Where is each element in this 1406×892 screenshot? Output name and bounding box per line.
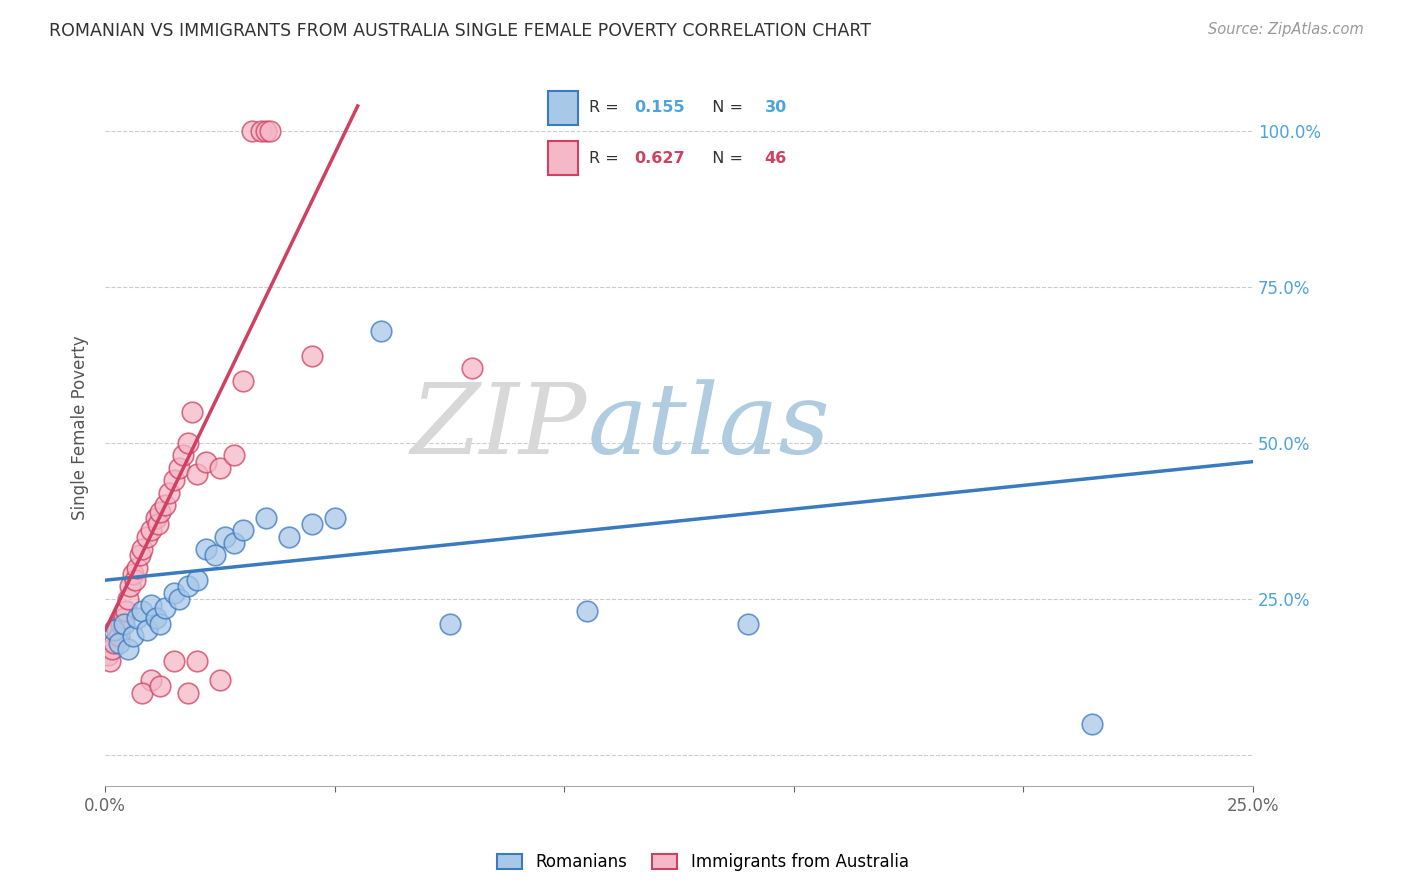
Point [232, 374, 254, 388]
Point [163, 654, 186, 668]
Point [204, 548, 226, 562]
Point [127, 610, 149, 624]
Point [108, 629, 131, 643]
Point [301, 517, 323, 532]
Point [737, 616, 759, 631]
Point [163, 474, 186, 488]
Point [139, 673, 162, 687]
Point [461, 361, 484, 376]
Y-axis label: Single Female Poverty: Single Female Poverty [72, 335, 89, 520]
Point [121, 566, 143, 581]
Point [208, 461, 231, 475]
Point [195, 541, 218, 556]
Point [439, 616, 461, 631]
Point [277, 529, 299, 543]
Point [167, 591, 190, 606]
Point [323, 511, 346, 525]
Point [120, 579, 142, 593]
Point [214, 529, 236, 543]
Point [186, 654, 208, 668]
Text: Source: ZipAtlas.com: Source: ZipAtlas.com [1208, 22, 1364, 37]
Point [149, 679, 172, 693]
Point [370, 324, 392, 338]
Point [186, 467, 208, 482]
Point [96, 648, 118, 662]
Point [139, 524, 162, 538]
Text: ZIP: ZIP [411, 380, 588, 475]
Point [105, 623, 128, 637]
Point [208, 673, 231, 687]
Point [127, 560, 149, 574]
Point [135, 529, 157, 543]
Point [149, 505, 172, 519]
Point [153, 499, 176, 513]
Point [195, 455, 218, 469]
Point [250, 124, 273, 138]
Point [163, 585, 186, 599]
Point [115, 604, 138, 618]
Point [167, 461, 190, 475]
Point [145, 511, 167, 525]
Point [117, 641, 139, 656]
Point [139, 598, 162, 612]
Text: atlas: atlas [588, 380, 830, 475]
Point [146, 517, 169, 532]
Point [1081, 716, 1104, 731]
Point [159, 486, 181, 500]
Point [177, 436, 200, 450]
Point [128, 548, 150, 562]
Point [98, 654, 121, 668]
Point [121, 629, 143, 643]
Point [135, 623, 157, 637]
Point [131, 685, 153, 699]
Point [254, 124, 277, 138]
Text: ROMANIAN VS IMMIGRANTS FROM AUSTRALIA SINGLE FEMALE POVERTY CORRELATION CHART: ROMANIAN VS IMMIGRANTS FROM AUSTRALIA SI… [49, 22, 872, 40]
Point [103, 635, 125, 649]
Point [576, 604, 599, 618]
Point [149, 616, 172, 631]
Point [177, 579, 200, 593]
Point [186, 573, 208, 587]
Point [181, 405, 204, 419]
Point [259, 124, 281, 138]
Point [301, 349, 323, 363]
Point [172, 449, 194, 463]
Point [131, 541, 153, 556]
Point [177, 685, 200, 699]
Point [112, 610, 135, 624]
Point [117, 591, 139, 606]
Point [112, 616, 135, 631]
Point [254, 511, 277, 525]
Point [222, 535, 245, 549]
Point [131, 604, 153, 618]
Point [108, 635, 131, 649]
Legend: Romanians, Immigrants from Australia: Romanians, Immigrants from Australia [489, 845, 917, 880]
Point [232, 524, 254, 538]
Point [240, 124, 263, 138]
Point [103, 623, 125, 637]
Point [110, 616, 132, 631]
Point [153, 601, 176, 615]
Point [145, 610, 167, 624]
Point [222, 449, 245, 463]
Point [124, 573, 146, 587]
Point [101, 641, 124, 656]
